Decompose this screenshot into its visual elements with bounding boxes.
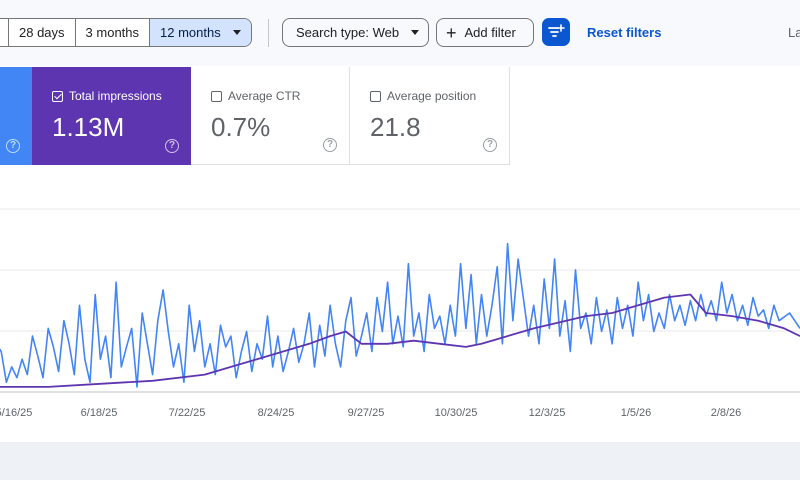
x-tick-label: 8/24/25 xyxy=(258,407,295,419)
date-range-selector: 28 days 3 months 12 months xyxy=(0,18,252,47)
performance-chart[interactable]: 5/16/25 6/18/25 7/22/25 8/24/25 9/27/25 10/30… xyxy=(0,200,800,430)
x-tick-label: 12/3/25 xyxy=(529,407,566,419)
filter-add-button[interactable] xyxy=(542,18,570,46)
date-range-option-prev[interactable] xyxy=(0,19,9,46)
date-range-28-days[interactable]: 28 days xyxy=(9,19,76,46)
average-position-label: Average position xyxy=(387,89,477,103)
metric-card-average-ctr[interactable]: Average CTR 0.7% ? xyxy=(191,67,350,165)
x-tick-label: 1/5/26 xyxy=(621,407,652,419)
metric-card-total-impressions[interactable]: Total impressions 1.13M ? xyxy=(32,67,191,165)
dropdown-caret-icon xyxy=(411,30,420,35)
date-range-3-months[interactable]: 3 months xyxy=(75,19,151,46)
x-tick-label: 6/18/25 xyxy=(81,407,118,419)
help-icon[interactable]: ? xyxy=(323,138,337,152)
plus-icon: + xyxy=(446,22,457,43)
average-ctr-label: Average CTR xyxy=(228,89,301,103)
metric-label: Total impressions xyxy=(52,89,162,103)
date-range-12-months-label: 12 months xyxy=(160,25,221,40)
reset-filters-link[interactable]: Reset filters xyxy=(587,25,662,40)
x-tick-label: 5/16/25 xyxy=(0,407,32,419)
metric-label: Average CTR xyxy=(211,89,300,103)
total-impressions-label: Total impressions xyxy=(69,89,162,103)
date-range-12-months[interactable]: 12 months xyxy=(150,19,251,46)
add-filter-label: Add filter xyxy=(464,25,516,40)
checkbox-icon[interactable] xyxy=(370,90,381,102)
checkbox-icon[interactable] xyxy=(52,90,63,102)
dropdown-caret-icon xyxy=(232,30,241,35)
x-tick-label: 2/8/26 xyxy=(711,407,742,419)
footer xyxy=(0,442,800,480)
last-updated-text: La xyxy=(788,25,800,40)
help-icon[interactable]: ? xyxy=(165,139,179,153)
checkbox-icon[interactable] xyxy=(211,90,222,102)
toolbar-divider xyxy=(268,19,269,47)
toolbar: 28 days 3 months 12 months Search type: … xyxy=(0,0,800,66)
x-tick-label: 7/22/25 xyxy=(169,407,206,419)
metric-card-total-clicks[interactable]: ? xyxy=(0,67,32,165)
metric-label: Average position xyxy=(370,89,476,103)
total-impressions-value: 1.13M xyxy=(52,112,125,142)
series-line-clicks xyxy=(0,242,800,388)
help-icon[interactable]: ? xyxy=(6,139,20,153)
x-tick-label: 10/30/25 xyxy=(435,407,478,419)
search-type-label: Search type: Web xyxy=(296,25,400,40)
search-type-dropdown[interactable]: Search type: Web xyxy=(282,18,429,47)
average-ctr-value: 0.7% xyxy=(211,112,271,142)
add-filter-button[interactable]: + Add filter xyxy=(436,18,534,47)
average-position-value: 21.8 xyxy=(370,112,421,142)
metric-card-average-position[interactable]: Average position 21.8 ? xyxy=(350,67,510,165)
filter-add-icon xyxy=(548,24,565,37)
series-line-impressions xyxy=(0,293,800,388)
help-icon[interactable]: ? xyxy=(483,138,497,152)
x-tick-label: 9/27/25 xyxy=(348,407,385,419)
